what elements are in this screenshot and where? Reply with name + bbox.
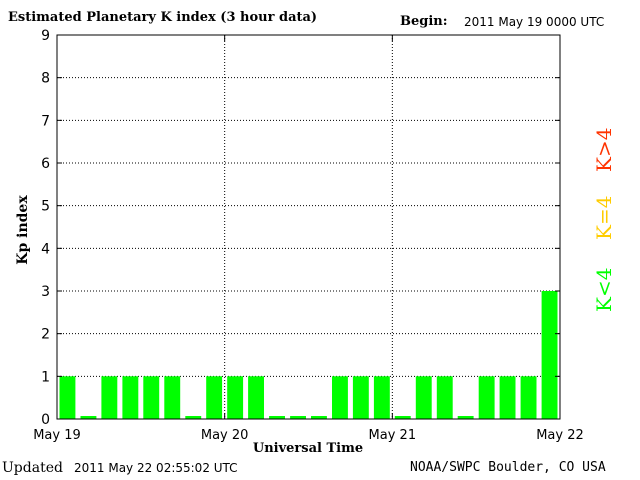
x-tick-labels: May 19 May 20 May 21 May 22 (33, 428, 584, 443)
y-tick-label: 9 (41, 28, 50, 44)
y-tick-label: 3 (41, 284, 50, 300)
y-tick-label: 7 (41, 113, 50, 129)
begin-label: Begin: (400, 14, 448, 29)
y-tick-label: 6 (41, 156, 50, 172)
source-credit: NOAA/SWPC Boulder, CO USA (410, 460, 606, 475)
legend-high: K>4 (592, 127, 616, 172)
updated-label: Updated (2, 460, 63, 476)
kp-bar (59, 376, 76, 419)
x-tick-label: May 21 (369, 428, 417, 443)
y-tick-label: 5 (41, 199, 50, 215)
plot-frame (56, 34, 561, 420)
kp-bar (311, 416, 327, 419)
kp-bar (122, 376, 139, 419)
axis-ticks (56, 34, 561, 420)
kp-bar (541, 291, 558, 419)
kp-bar (80, 416, 97, 419)
kp-bar (164, 376, 181, 419)
y-tick-label: 8 (41, 71, 50, 87)
bar-series (59, 291, 558, 419)
kp-bar (143, 376, 160, 419)
kp-bar (248, 376, 264, 419)
chart-title: Estimated Planetary K index (3 hour data… (8, 10, 318, 25)
kp-bar (290, 416, 306, 419)
kp-bar (415, 376, 432, 419)
x-axis-label: Universal Time (253, 441, 363, 456)
kp-bar (185, 416, 202, 419)
legend-low: K<4 (592, 267, 616, 312)
kp-bar (499, 376, 516, 419)
grid-lines (57, 35, 560, 419)
kp-bar (101, 376, 118, 419)
kp-bar (269, 416, 285, 419)
kp-bar (436, 376, 453, 419)
updated-value: 2011 May 22 02:55:02 UTC (74, 461, 238, 475)
kp-bar (206, 376, 223, 419)
kp-bar (332, 376, 348, 419)
kp-bar (227, 376, 244, 419)
begin-value: 2011 May 19 0000 UTC (464, 15, 605, 29)
y-tick-label: 4 (41, 241, 50, 257)
kp-bar (373, 376, 390, 419)
kp-bar (457, 416, 474, 419)
x-tick-label: May 20 (201, 428, 249, 443)
kp-bar (520, 376, 537, 419)
kp-bar (352, 376, 369, 419)
legend-mid: K=4 (592, 195, 616, 240)
y-tick-label: 0 (41, 412, 50, 428)
kp-bar (394, 416, 411, 419)
y-tick-label: 2 (41, 327, 50, 343)
y-tick-label: 1 (41, 369, 50, 385)
y-tick-labels: 0 1 2 3 4 5 6 7 8 9 (41, 28, 50, 428)
x-tick-label: May 19 (33, 428, 81, 443)
y-axis-label: Kp index (15, 195, 31, 265)
kp-bar (478, 376, 495, 419)
x-tick-label: May 22 (536, 428, 584, 443)
